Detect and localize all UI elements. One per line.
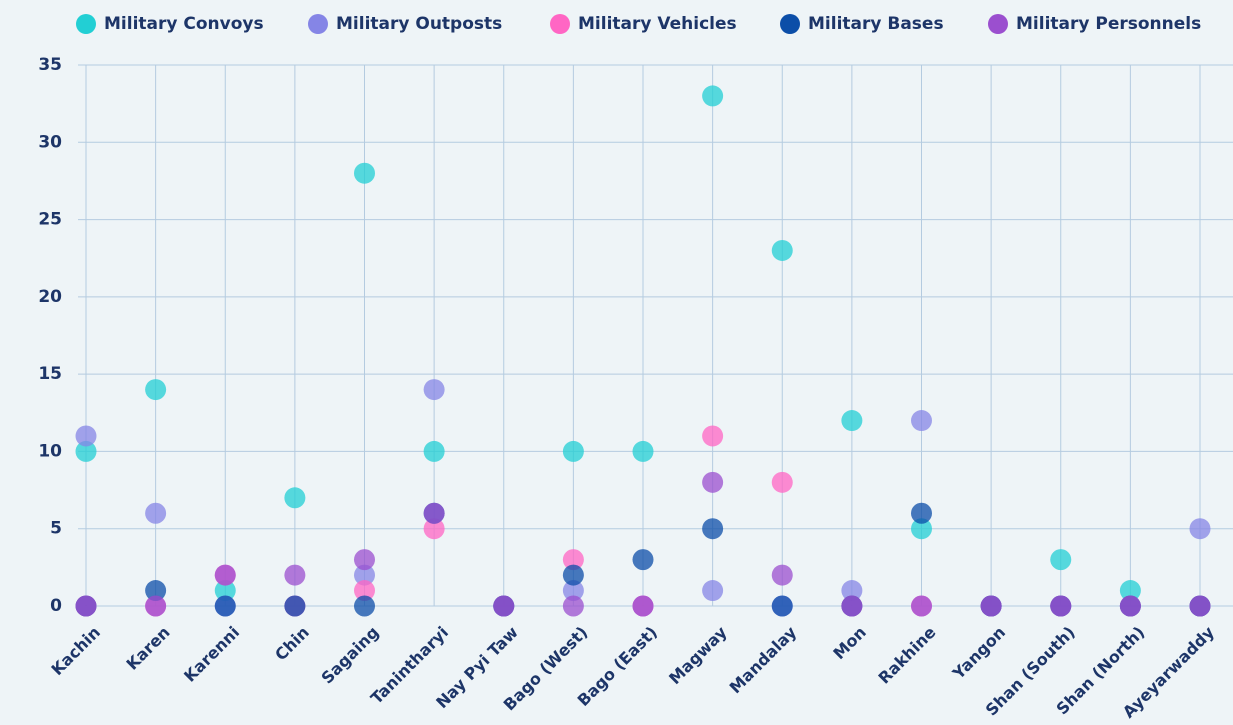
legend-swatch — [988, 14, 1008, 34]
x-tick-label: Rakhine — [875, 622, 940, 687]
dot — [75, 440, 97, 462]
dot — [562, 595, 584, 617]
x-tick-label: Sagaing — [318, 623, 383, 688]
dot — [284, 595, 306, 617]
dot — [632, 595, 654, 617]
y-tick-label: 20 — [38, 287, 62, 307]
dot — [702, 85, 724, 107]
dot — [214, 580, 236, 602]
dot — [423, 379, 445, 401]
y-tick-label: 0 — [50, 596, 62, 616]
dot — [214, 595, 236, 617]
dot — [632, 549, 654, 571]
dot — [145, 595, 167, 617]
dot — [841, 410, 863, 432]
dot — [771, 564, 793, 586]
dot — [1189, 518, 1211, 540]
dot — [423, 502, 445, 524]
y-tick-label: 5 — [50, 519, 62, 539]
y-tick-label: 35 — [38, 55, 62, 75]
dot — [911, 410, 932, 432]
dot — [562, 564, 584, 586]
legend-label: Military Convoys — [104, 14, 264, 34]
dot — [632, 440, 654, 462]
x-tick-label: Mon — [829, 623, 870, 664]
dot — [145, 502, 167, 524]
dot — [980, 595, 1002, 617]
dot — [911, 502, 932, 524]
dot — [214, 564, 236, 586]
x-tick-label: Magway — [665, 622, 731, 688]
dot — [284, 564, 306, 586]
y-tick-label: 15 — [38, 364, 62, 384]
dot — [354, 564, 375, 586]
legend: Military Convoys Military Outposts Militar… — [76, 14, 1201, 34]
legend-swatch — [550, 14, 570, 34]
x-tick-label: Kachin — [47, 623, 104, 680]
y-tick-label: 10 — [38, 441, 62, 461]
dot — [911, 595, 932, 617]
legend-swatch — [780, 14, 800, 34]
dot — [702, 425, 724, 447]
dot — [702, 471, 724, 493]
dot — [75, 425, 97, 447]
legend-label: Military Bases — [808, 14, 944, 34]
dot — [423, 518, 445, 540]
x-tick-label: Yangon — [948, 623, 1009, 684]
dot — [1050, 595, 1072, 617]
dot — [493, 595, 515, 617]
dot — [771, 595, 793, 617]
dot — [702, 580, 724, 602]
dot — [1119, 595, 1141, 617]
dot — [145, 580, 167, 602]
dot — [1119, 580, 1141, 602]
dot — [841, 595, 863, 617]
dot — [771, 239, 793, 261]
dot — [562, 440, 584, 462]
dot — [354, 580, 375, 602]
dot — [145, 379, 167, 401]
dot — [562, 580, 584, 602]
dot — [702, 518, 724, 540]
dot — [354, 595, 375, 617]
dot — [1189, 595, 1211, 617]
legend-label: Military Outposts — [336, 14, 502, 34]
dot — [423, 440, 445, 462]
dot — [75, 595, 97, 617]
dot — [354, 162, 375, 184]
legend-label: Military Personnels — [1016, 14, 1201, 34]
y-tick-label: 30 — [38, 132, 62, 152]
dot — [284, 487, 306, 509]
dot — [841, 580, 863, 602]
dot — [1050, 549, 1072, 571]
y-tick-label: 25 — [38, 210, 62, 230]
legend-swatch — [76, 14, 96, 34]
dot — [354, 549, 375, 571]
x-tick-label: Karen — [122, 623, 173, 674]
dot — [562, 549, 584, 571]
x-tick-label: Mandalay — [726, 622, 801, 697]
x-tick-label: Chin — [271, 623, 313, 665]
dot — [771, 471, 793, 493]
legend-label: Military Vehicles — [578, 14, 737, 34]
legend-swatch — [308, 14, 328, 34]
x-tick-label: Karenni — [180, 623, 243, 686]
dot — [911, 518, 932, 540]
